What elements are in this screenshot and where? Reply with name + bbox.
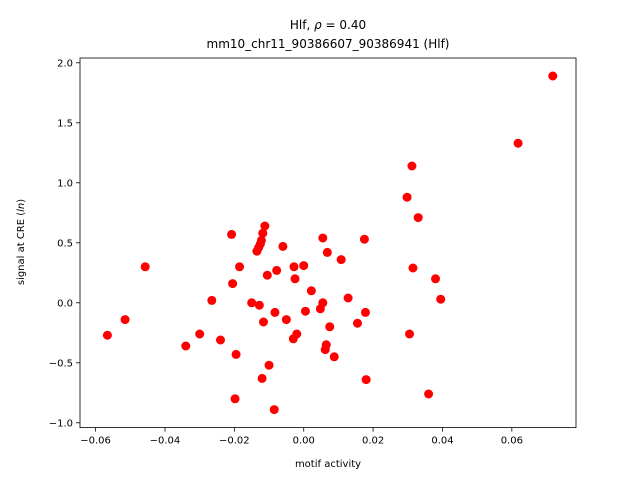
plot-frame: [79, 57, 577, 429]
scatter-point: [329, 352, 339, 362]
scatter-point: [436, 294, 446, 304]
scatter-point: [215, 335, 225, 345]
scatter-point: [278, 241, 288, 251]
scatter-point: [289, 262, 299, 272]
scatter-point: [548, 71, 558, 81]
y-tick-label: 0.0: [57, 298, 73, 309]
scatter-point: [230, 394, 240, 404]
x-tick-label: −0.02: [219, 436, 250, 447]
scatter-point: [513, 138, 523, 148]
scatter-point: [318, 233, 328, 243]
x-tick-label: 0.00: [293, 436, 315, 447]
x-tick-label: −0.04: [150, 436, 181, 447]
y-tick-label: −1.0: [49, 418, 73, 429]
data-points: [102, 71, 558, 415]
scatter-point: [256, 235, 266, 245]
scatter-point: [290, 274, 300, 284]
scatter-point: [231, 349, 241, 359]
chart-title-line2: mm10_chr11_90386607_90386941 (Hlf): [207, 37, 450, 51]
y-tick-label: −0.5: [49, 358, 73, 369]
scatter-point: [247, 298, 257, 308]
scatter-point: [321, 340, 331, 350]
x-tick-label: −0.06: [80, 436, 111, 447]
scatter-point: [270, 307, 280, 317]
scatter-point: [102, 330, 112, 340]
scatter-point: [228, 279, 238, 289]
scatter-point: [227, 229, 237, 239]
scatter-point: [300, 306, 310, 316]
x-axis-label: motif activity: [295, 459, 361, 470]
scatter-point: [424, 389, 434, 399]
scatter-point: [343, 293, 353, 303]
scatter-point: [359, 234, 369, 244]
scatter-point: [264, 360, 274, 370]
scatter-point: [120, 315, 130, 325]
x-tick-label: 0.06: [501, 436, 523, 447]
scatter-point: [181, 341, 191, 351]
y-tick-label: 1.0: [57, 178, 73, 189]
scatter-point: [195, 329, 205, 339]
scatter-point: [258, 228, 268, 238]
y-tick-label: 0.5: [57, 238, 73, 249]
scatter-point: [325, 322, 335, 332]
scatter-point: [408, 263, 418, 273]
scatter-point: [272, 265, 282, 275]
scatter-point: [352, 318, 362, 328]
scatter-point: [257, 373, 267, 383]
x-tick-label: 0.02: [362, 436, 384, 447]
scatter-point: [281, 315, 291, 325]
scatter-point: [322, 247, 332, 257]
scatter-point: [318, 298, 328, 308]
scatter-point: [269, 405, 279, 415]
x-axis-ticks: −0.06 −0.04 −0.02 0.00 0.02 0.04 0.06: [80, 427, 523, 447]
scatter-point: [336, 255, 346, 265]
scatter-point: [262, 270, 272, 280]
scatter-point: [405, 329, 415, 339]
scatter-point: [299, 261, 309, 271]
chart-title-line1: Hlf, ρ = 0.40: [290, 18, 366, 32]
scatter-point: [407, 161, 417, 171]
scatter-point: [254, 300, 264, 310]
scatter-point: [402, 192, 412, 202]
y-axis-label: signal at CRE (ln): [16, 199, 27, 285]
scatter-point: [292, 329, 302, 339]
scatter-point: [260, 221, 270, 231]
scatter-point: [235, 262, 245, 272]
y-tick-label: 2.0: [57, 58, 73, 69]
scatter-point: [361, 375, 371, 385]
x-tick-label: 0.04: [431, 436, 453, 447]
scatter-point: [306, 286, 316, 296]
scatter-point: [413, 213, 423, 223]
y-tick-label: 1.5: [57, 118, 73, 129]
scatter-point: [140, 262, 150, 272]
scatter-point: [207, 295, 217, 305]
scatter-point: [431, 274, 441, 284]
scatter-point: [258, 317, 268, 327]
scatter-point: [360, 307, 370, 317]
y-axis-ticks: −1.0 −0.5 0.0 0.5 1.0 1.5 2.0: [49, 58, 80, 429]
